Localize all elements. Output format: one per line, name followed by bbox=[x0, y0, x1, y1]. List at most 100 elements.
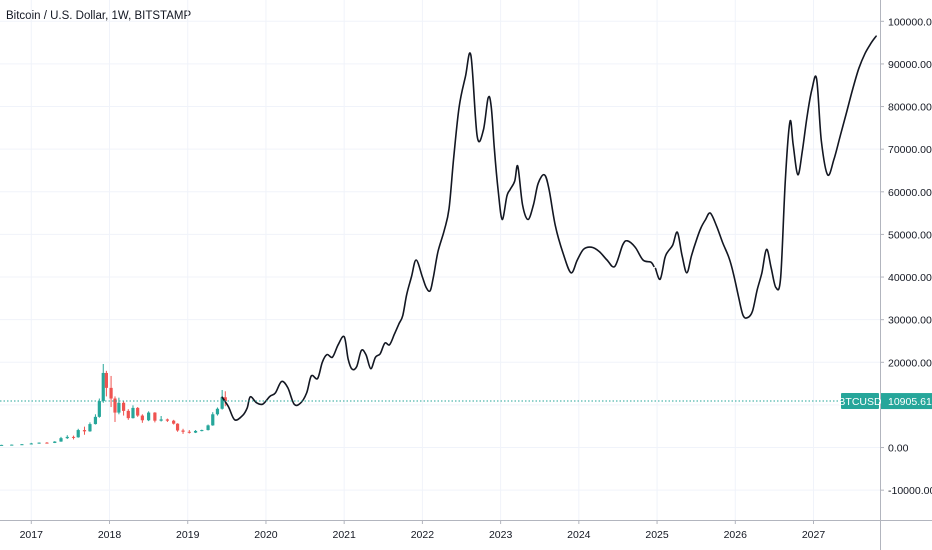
candle-body bbox=[0, 444, 4, 446]
candle bbox=[10, 444, 14, 446]
candle bbox=[126, 409, 130, 420]
candle bbox=[136, 407, 140, 417]
candle-body bbox=[206, 425, 210, 431]
candle-body bbox=[101, 372, 105, 402]
y-tick-label: 30000.00 bbox=[888, 315, 932, 327]
x-tick-label: 2019 bbox=[176, 529, 200, 541]
x-tick-label: 2017 bbox=[20, 529, 44, 541]
x-tick-label: 2022 bbox=[411, 529, 435, 541]
x-tick-label: 2018 bbox=[98, 529, 122, 541]
candle-body bbox=[71, 436, 76, 438]
candle-body bbox=[88, 424, 92, 432]
last-price-symbol-bg bbox=[841, 393, 879, 410]
candle-body bbox=[193, 430, 198, 433]
candle bbox=[153, 412, 157, 423]
y-tick-label: 20000.00 bbox=[888, 357, 932, 369]
y-tick-label: 60000.00 bbox=[888, 187, 932, 199]
candle-body bbox=[113, 398, 117, 413]
candle-body bbox=[45, 442, 49, 444]
y-tick-label: 40000.00 bbox=[888, 272, 932, 284]
candle bbox=[147, 411, 151, 422]
candle bbox=[181, 428, 185, 434]
candle bbox=[131, 405, 135, 419]
candle bbox=[29, 442, 33, 445]
candle-body bbox=[126, 410, 130, 419]
x-tick-label: 2020 bbox=[254, 529, 278, 541]
candle bbox=[20, 444, 24, 446]
candle-body bbox=[109, 387, 113, 399]
candle-body bbox=[165, 419, 169, 421]
y-tick-label: 50000.00 bbox=[888, 229, 932, 241]
y-axis[interactable]: 100000.00 90000.00 80000.00 70000.00 60000.0… bbox=[880, 0, 932, 550]
x-tick-label: 2021 bbox=[332, 529, 356, 541]
x-tick-label: 2024 bbox=[567, 529, 591, 541]
candle bbox=[113, 396, 117, 422]
last-price-value-bg bbox=[881, 393, 932, 410]
projection-series bbox=[221, 35, 877, 421]
y-tick-label: 0.00 bbox=[888, 443, 909, 455]
projection-line-1 bbox=[221, 52, 655, 421]
candle bbox=[37, 442, 41, 444]
candle bbox=[165, 418, 169, 422]
candle bbox=[187, 430, 191, 434]
candle bbox=[220, 390, 224, 410]
candle-body bbox=[223, 397, 227, 402]
candle-body bbox=[147, 412, 151, 421]
candle bbox=[45, 442, 49, 444]
candle bbox=[101, 364, 105, 403]
candle bbox=[175, 423, 180, 432]
candles-series bbox=[0, 364, 227, 446]
grid bbox=[0, 0, 880, 520]
candle-body bbox=[200, 430, 204, 432]
x-tick-label: 2027 bbox=[802, 529, 826, 541]
candle-body bbox=[215, 408, 220, 415]
y-tick-label: -10000.00 bbox=[888, 485, 932, 497]
candle bbox=[59, 436, 63, 442]
x-axis[interactable]: 2017 2018 2019 2020 2021 2022 2023 2024 2025 2026… bbox=[0, 520, 932, 541]
candle-body bbox=[159, 419, 163, 421]
x-tick-label: 2025 bbox=[645, 529, 669, 541]
candle-body bbox=[53, 441, 57, 443]
candle bbox=[223, 391, 227, 407]
last-price-symbol: BTCUSD bbox=[838, 396, 882, 408]
candle bbox=[193, 430, 198, 434]
candle bbox=[0, 444, 4, 446]
candle bbox=[215, 407, 220, 416]
y-tick-label: 70000.00 bbox=[888, 144, 932, 156]
candle bbox=[82, 426, 87, 435]
x-tick-label: 2023 bbox=[489, 529, 513, 541]
x-tick-label: 2026 bbox=[724, 529, 748, 541]
candle bbox=[172, 419, 176, 425]
candle-body bbox=[211, 414, 215, 426]
candle-body bbox=[10, 444, 14, 446]
candle-body bbox=[181, 430, 185, 432]
candle-body bbox=[175, 423, 180, 431]
last-price-value: 10905.61 bbox=[888, 396, 932, 408]
candle bbox=[140, 414, 144, 423]
candle-body bbox=[140, 415, 144, 421]
candle bbox=[104, 370, 108, 397]
candle-body bbox=[131, 407, 135, 419]
candle-body bbox=[104, 372, 108, 388]
candle-body bbox=[117, 402, 121, 413]
candle bbox=[117, 397, 121, 415]
candle bbox=[109, 375, 113, 408]
candle-body bbox=[153, 412, 157, 421]
candle-body bbox=[220, 397, 224, 409]
y-tick-label: 100000.00 bbox=[888, 16, 932, 28]
y-tick-label: 80000.00 bbox=[888, 102, 932, 114]
candle-body bbox=[172, 420, 176, 424]
candle bbox=[159, 416, 163, 422]
y-tick-label: 90000.00 bbox=[888, 59, 932, 71]
candle bbox=[76, 428, 80, 438]
candle bbox=[53, 441, 57, 444]
last-price-badge: BTCUSD 10905.61 bbox=[838, 393, 932, 410]
candle bbox=[211, 412, 215, 426]
candle bbox=[93, 414, 98, 425]
projection-line-2 bbox=[654, 35, 877, 319]
candle bbox=[206, 424, 210, 431]
candle bbox=[71, 435, 76, 440]
candle-body bbox=[37, 442, 41, 444]
candle-body bbox=[65, 436, 69, 439]
